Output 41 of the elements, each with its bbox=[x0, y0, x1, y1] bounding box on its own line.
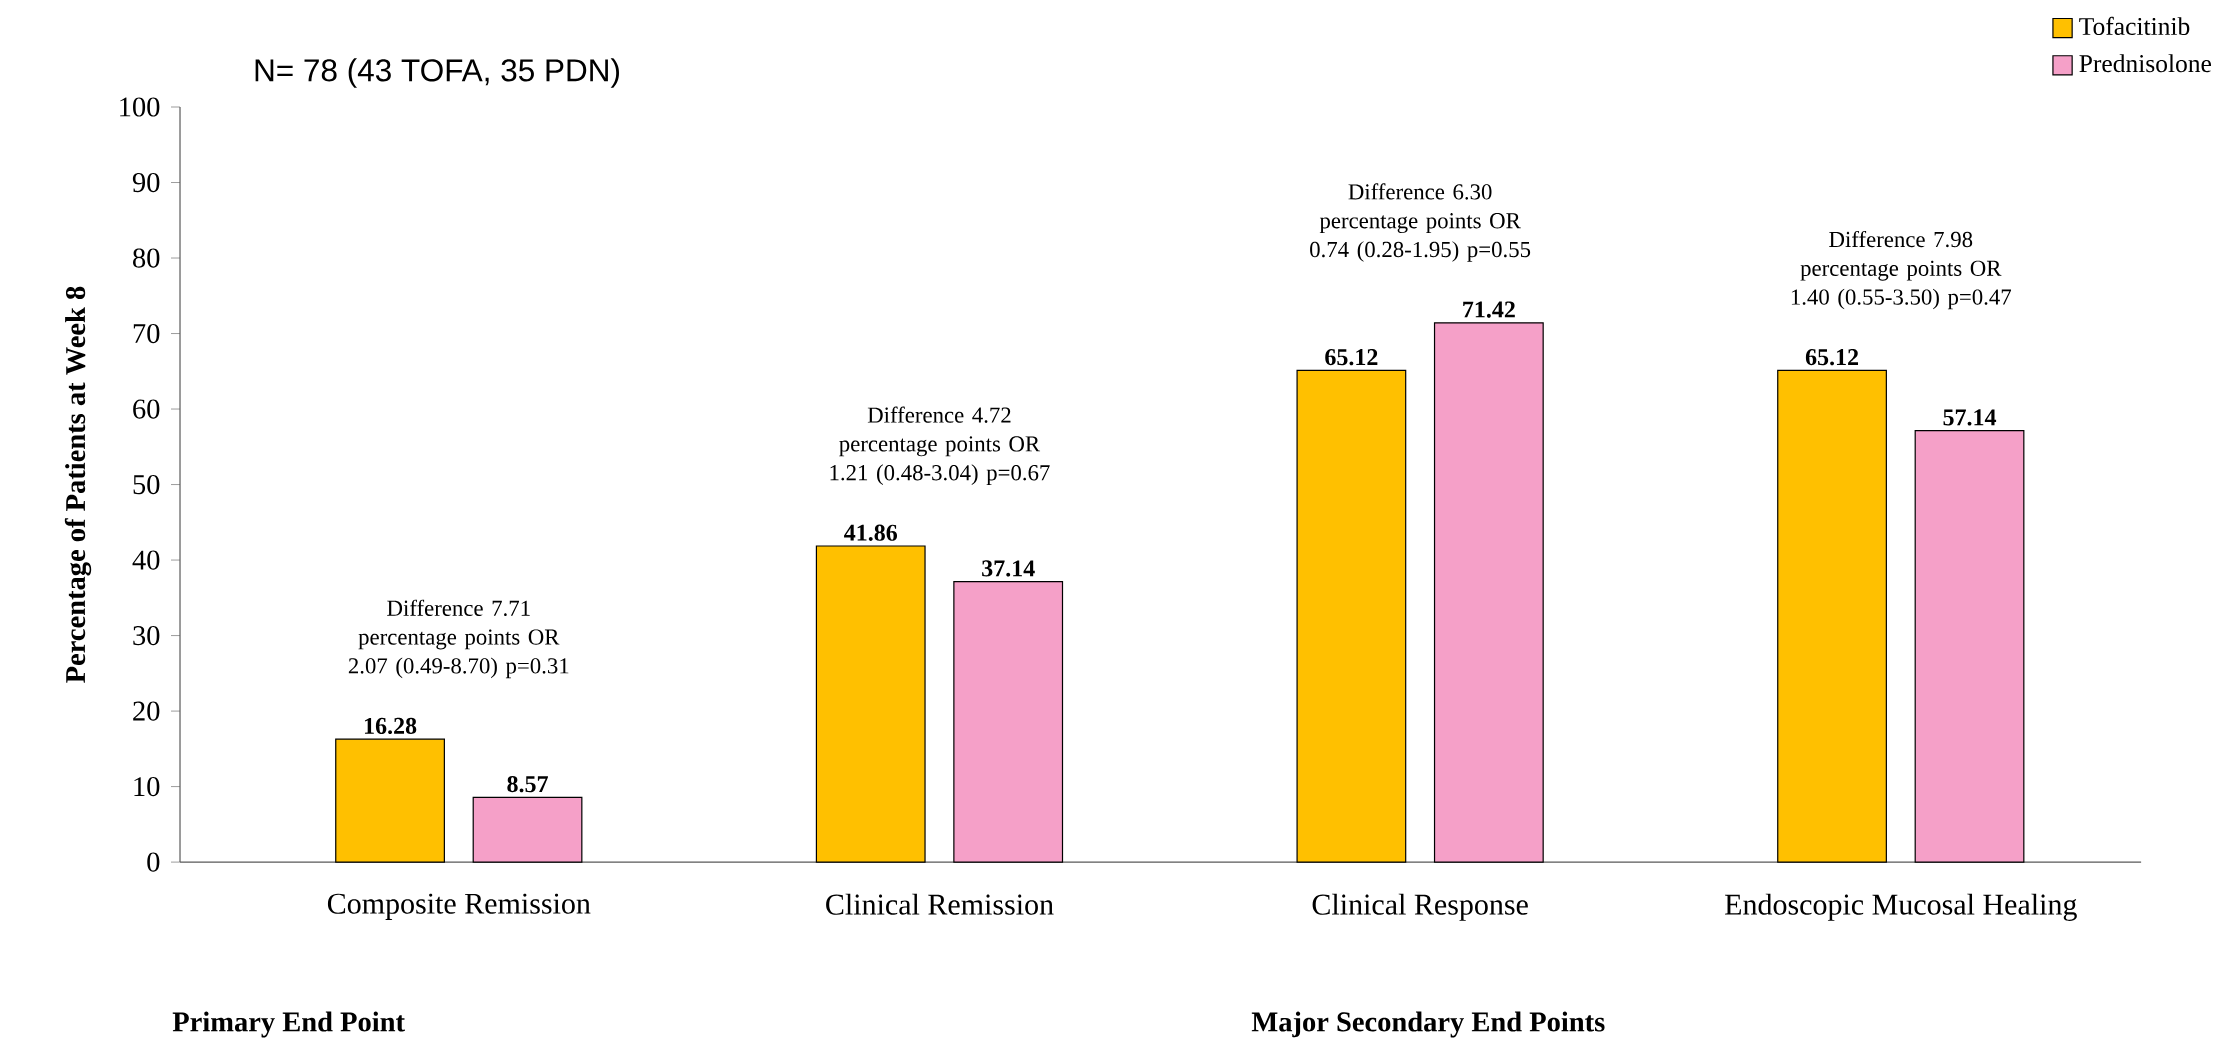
y-tick-label: 100 bbox=[120, 97, 160, 117]
x-tick-label: Composite Remission bbox=[327, 893, 591, 920]
data-label: 37.14 bbox=[982, 560, 1035, 577]
data-label: 65.12 bbox=[1325, 349, 1378, 366]
x-tick-label: Endoscopic Mucosal Healing bbox=[1725, 893, 2077, 921]
y-axis-title: Percentage of Patients at Week 8 bbox=[64, 286, 92, 683]
y-tick-label: 70 bbox=[133, 323, 160, 344]
y-tick-label: 20 bbox=[133, 701, 160, 721]
annotation: Difference 7.98 percentage points OR 1.40 (0.55-3.50) p=0.47 bbox=[1791, 230, 2012, 310]
y-tick-label: 10 bbox=[134, 776, 160, 797]
legend-label: Tofacitinib bbox=[2079, 16, 2190, 36]
bar bbox=[1433, 322, 1544, 863]
y-tick-label: 80 bbox=[133, 248, 160, 268]
y-tick-label: 90 bbox=[132, 172, 160, 193]
bar bbox=[335, 738, 445, 863]
data-label: 8.57 bbox=[507, 775, 548, 793]
y-tick-label: 50 bbox=[133, 474, 160, 495]
annotation: Difference 7.71 percentage points OR 2.07 (0.49-8.70) p=0.31 bbox=[348, 599, 569, 679]
bar bbox=[1777, 369, 1887, 863]
bar bbox=[1914, 430, 2025, 863]
y-tick-label: 30 bbox=[133, 625, 160, 646]
x-tick-label: Clinical Response bbox=[1312, 893, 1528, 921]
bar bbox=[953, 581, 1064, 863]
text: Primary End Point bbox=[172, 1011, 405, 1038]
y-tick-label: 0 bbox=[147, 852, 160, 872]
x-tick-label: Clinical Remission bbox=[826, 893, 1054, 915]
data-label: 65.12 bbox=[1805, 349, 1859, 366]
annotation: Difference 6.30 percentage points OR 0.74 (0.28-1.95) p=0.55 bbox=[1310, 183, 1531, 262]
data-label: 41.86 bbox=[844, 524, 898, 541]
text: Major Secondary End Points bbox=[1251, 1011, 1605, 1038]
text: N= 78 (43 TOFA, 35 PDN) bbox=[255, 58, 619, 88]
data-label: 57.14 bbox=[1943, 409, 1997, 426]
bar bbox=[815, 545, 926, 863]
y-tick-label: 60 bbox=[133, 399, 160, 419]
bar bbox=[1296, 369, 1407, 863]
legend-label: Prednisolone bbox=[2079, 54, 2212, 73]
bar bbox=[472, 796, 583, 863]
data-label: 16.28 bbox=[364, 717, 417, 735]
data-label: 71.42 bbox=[1463, 301, 1515, 318]
y-tick-label: 40 bbox=[132, 550, 160, 570]
annotation: Difference 4.72 percentage points OR 1.21 (0.48-3.04) p=0.67 bbox=[830, 406, 1050, 485]
